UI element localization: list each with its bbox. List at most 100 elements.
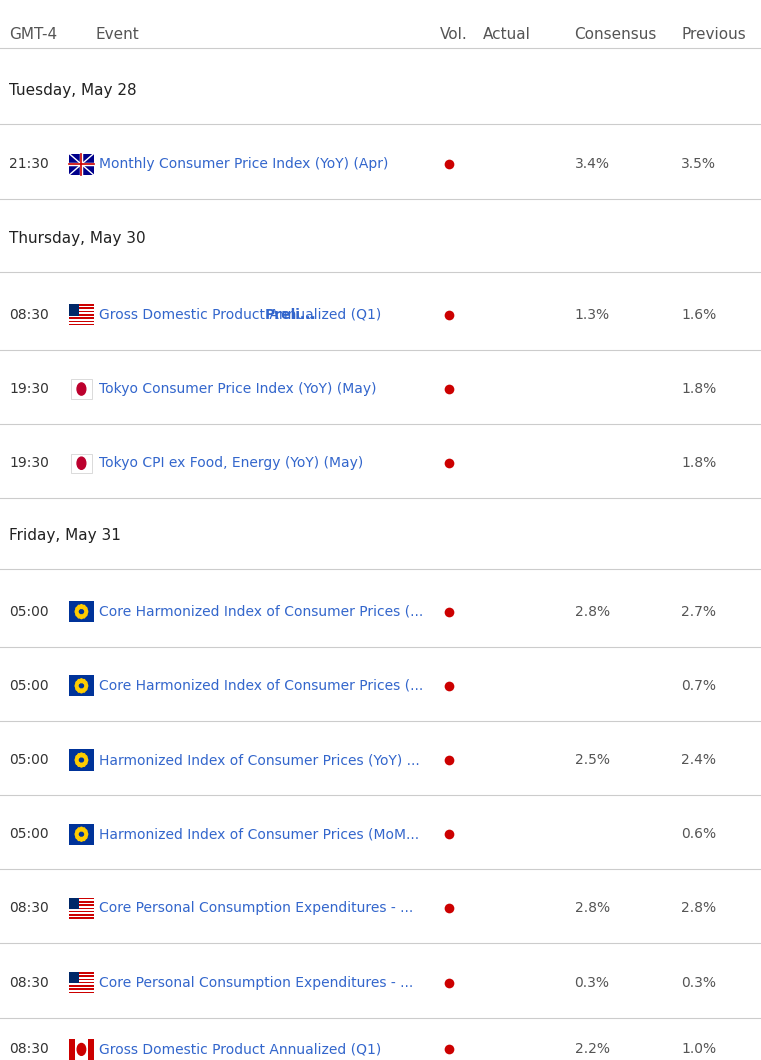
Circle shape: [80, 678, 83, 683]
Bar: [69, 1039, 75, 1060]
Text: Thursday, May 30: Thursday, May 30: [9, 231, 146, 246]
Text: 21:30: 21:30: [9, 157, 49, 172]
Circle shape: [84, 761, 87, 764]
Text: 1.8%: 1.8%: [681, 382, 716, 396]
Text: Harmonized Index of Consumer Prices (MoM...: Harmonized Index of Consumer Prices (MoM…: [99, 827, 419, 842]
Bar: [69, 903, 94, 904]
Text: Vol.: Vol.: [440, 28, 467, 42]
Circle shape: [76, 756, 78, 759]
Text: Core Harmonized Index of Consumer Prices (...: Core Harmonized Index of Consumer Prices…: [99, 604, 423, 619]
Text: Friday, May 31: Friday, May 31: [9, 528, 121, 543]
Circle shape: [75, 684, 78, 688]
Bar: [69, 974, 94, 975]
Bar: [69, 749, 94, 771]
Bar: [75, 1039, 88, 1060]
Circle shape: [75, 832, 78, 836]
Bar: [69, 900, 94, 901]
Circle shape: [84, 682, 87, 685]
Text: 08:30: 08:30: [9, 1042, 49, 1057]
Text: 0.6%: 0.6%: [681, 827, 716, 842]
Circle shape: [75, 610, 78, 614]
Circle shape: [82, 836, 85, 841]
Circle shape: [76, 687, 78, 690]
Text: Core Harmonized Index of Consumer Prices (...: Core Harmonized Index of Consumer Prices…: [99, 678, 423, 693]
Text: 05:00: 05:00: [9, 827, 49, 842]
Bar: [69, 898, 79, 909]
Bar: [69, 916, 94, 917]
Circle shape: [76, 613, 78, 616]
Circle shape: [84, 835, 87, 838]
Circle shape: [82, 679, 85, 684]
Text: 08:30: 08:30: [9, 307, 49, 322]
Circle shape: [82, 754, 85, 758]
Circle shape: [77, 383, 86, 395]
Bar: [69, 675, 94, 696]
Circle shape: [84, 687, 87, 690]
Bar: [69, 977, 94, 978]
Text: Previous: Previous: [681, 28, 746, 42]
Text: Monthly Consumer Price Index (YoY) (Apr): Monthly Consumer Price Index (YoY) (Apr): [99, 157, 388, 172]
Text: 2.8%: 2.8%: [575, 604, 610, 619]
Bar: [69, 154, 94, 175]
Circle shape: [78, 828, 81, 832]
Text: 05:00: 05:00: [9, 678, 49, 693]
Circle shape: [78, 605, 81, 610]
Circle shape: [76, 835, 78, 838]
Text: 2.8%: 2.8%: [681, 901, 716, 916]
Text: 3.4%: 3.4%: [575, 157, 610, 172]
Circle shape: [80, 763, 83, 767]
Circle shape: [85, 758, 88, 762]
Circle shape: [84, 607, 87, 611]
Bar: [69, 824, 94, 845]
Bar: [69, 987, 94, 988]
Bar: [69, 304, 94, 325]
Bar: [69, 322, 94, 323]
Text: 1.3%: 1.3%: [575, 307, 610, 322]
Text: GMT-4: GMT-4: [9, 28, 57, 42]
Text: 2.8%: 2.8%: [575, 901, 610, 916]
Bar: [71, 379, 92, 399]
Bar: [69, 913, 94, 914]
Circle shape: [80, 827, 83, 831]
Text: 1.8%: 1.8%: [681, 456, 716, 471]
Bar: [71, 454, 92, 473]
Bar: [69, 313, 94, 314]
Circle shape: [80, 615, 83, 619]
Circle shape: [85, 610, 88, 614]
Text: 19:30: 19:30: [9, 382, 49, 396]
Text: 1.0%: 1.0%: [681, 1042, 716, 1057]
Circle shape: [77, 1043, 86, 1056]
Text: 1.6%: 1.6%: [681, 307, 716, 322]
Circle shape: [82, 605, 85, 610]
Circle shape: [75, 758, 78, 762]
Circle shape: [76, 761, 78, 764]
Bar: [69, 304, 79, 316]
Text: 08:30: 08:30: [9, 975, 49, 990]
Bar: [69, 984, 94, 985]
Circle shape: [78, 754, 81, 758]
Text: Preli...: Preli...: [266, 307, 317, 322]
Text: 0.3%: 0.3%: [681, 975, 716, 990]
Circle shape: [80, 753, 83, 757]
Circle shape: [76, 607, 78, 611]
Bar: [69, 306, 94, 307]
Circle shape: [78, 614, 81, 618]
Bar: [69, 898, 94, 919]
Text: 19:30: 19:30: [9, 456, 49, 471]
Bar: [88, 1039, 94, 1060]
Circle shape: [85, 684, 88, 688]
Text: Core Personal Consumption Expenditures - ...: Core Personal Consumption Expenditures -…: [99, 901, 413, 916]
Text: 0.7%: 0.7%: [681, 678, 716, 693]
Bar: [69, 972, 79, 984]
Circle shape: [84, 756, 87, 759]
Text: 05:00: 05:00: [9, 604, 49, 619]
Text: 2.5%: 2.5%: [575, 753, 610, 767]
Circle shape: [76, 682, 78, 685]
Bar: [69, 316, 94, 317]
Bar: [69, 972, 94, 993]
Text: Actual: Actual: [483, 28, 531, 42]
Text: Event: Event: [95, 28, 139, 42]
Circle shape: [82, 688, 85, 692]
Text: Gross Domestic Product Annualized (Q1): Gross Domestic Product Annualized (Q1): [99, 1042, 381, 1057]
Circle shape: [84, 830, 87, 833]
